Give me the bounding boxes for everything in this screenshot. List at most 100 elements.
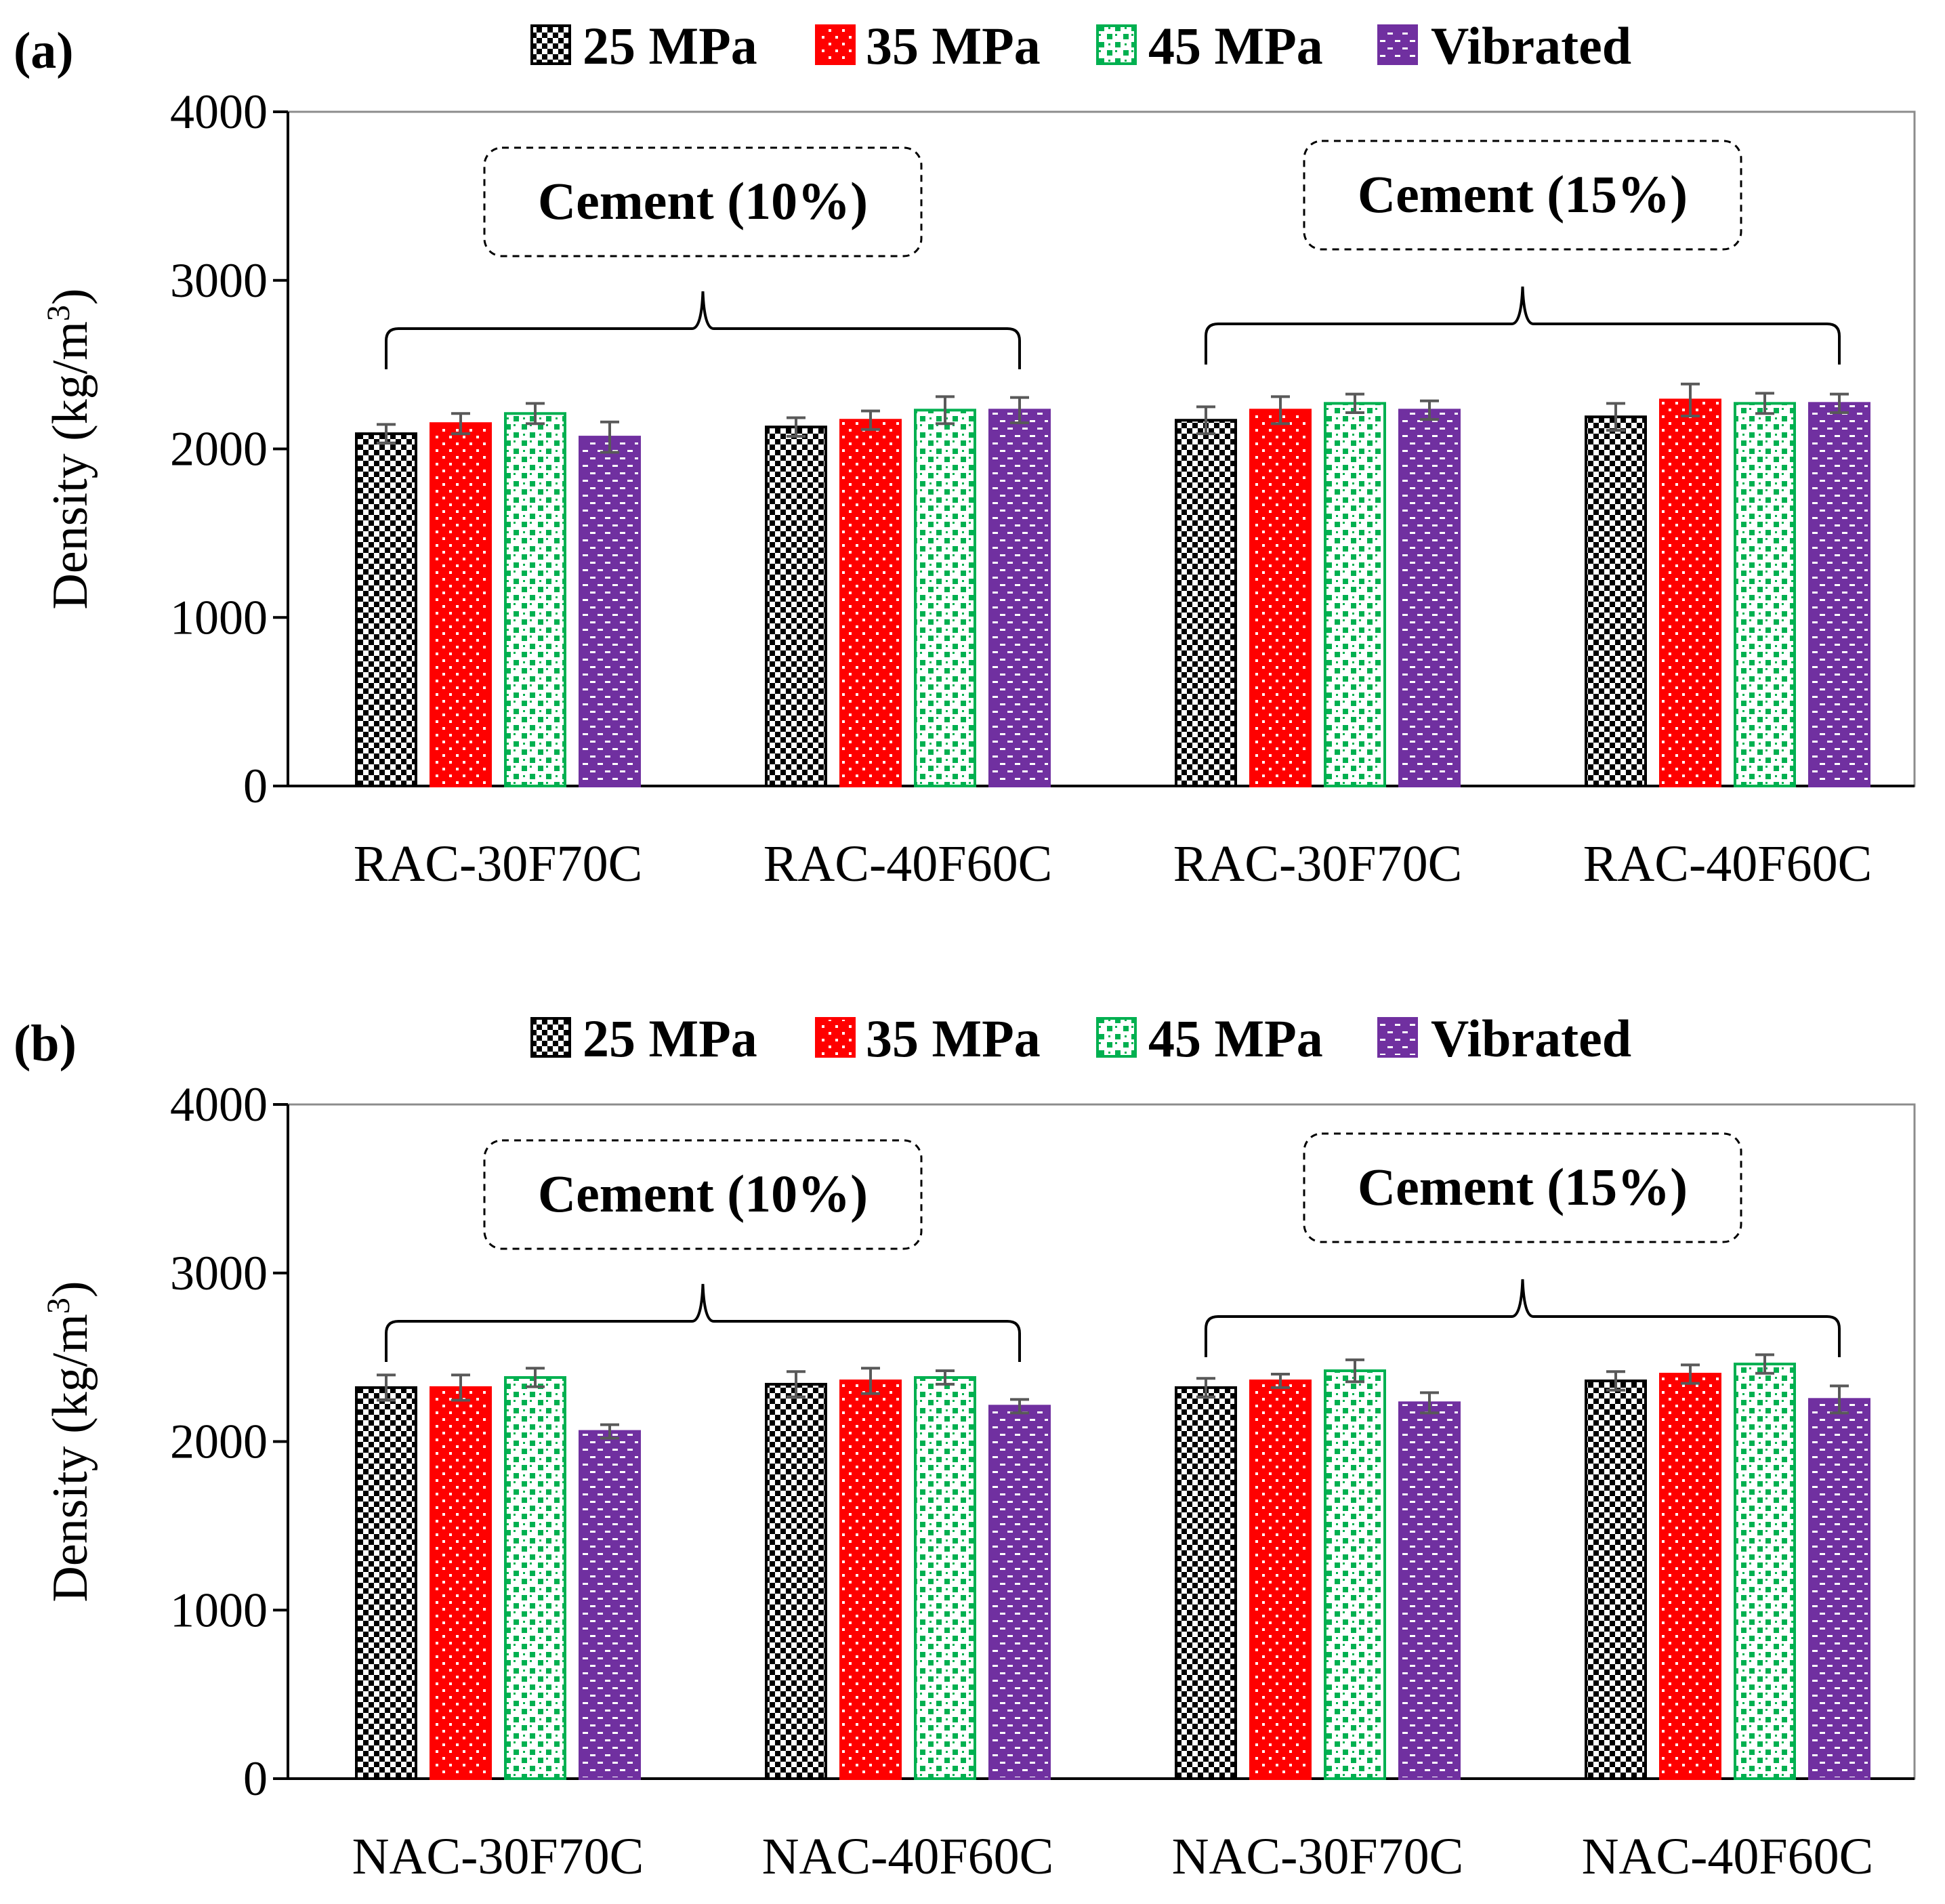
legend-swatch-3 — [1377, 24, 1418, 65]
y-axis-label-tail: ) — [43, 1281, 98, 1298]
annotation-brace — [385, 1283, 1021, 1362]
bar — [579, 1430, 641, 1780]
annotation-box — [1303, 1132, 1742, 1243]
bar — [765, 1382, 827, 1781]
legend-swatch-2 — [1096, 1017, 1137, 1058]
bar — [988, 409, 1051, 787]
error-bar — [1830, 392, 1849, 415]
bar — [1175, 1386, 1237, 1780]
bar — [1324, 1369, 1386, 1780]
bar — [839, 1379, 902, 1780]
bar — [914, 1375, 976, 1780]
category-label: RAC-40F60C — [764, 835, 1053, 892]
bar — [1808, 402, 1870, 787]
annotation-brace — [1205, 1279, 1841, 1357]
category-label: RAC-40F60C — [1583, 835, 1873, 892]
annotation-brace — [385, 291, 1021, 369]
bar — [1734, 402, 1796, 787]
legend-swatch-1 — [815, 24, 856, 65]
y-axis-label-main: Density (kg/m — [43, 1314, 98, 1602]
bar — [839, 419, 902, 787]
error-bar — [1345, 1358, 1364, 1384]
error-bar — [1196, 405, 1215, 436]
y-tick-label: 3000 — [170, 253, 268, 308]
error-bar — [451, 1373, 470, 1402]
error-bar — [1755, 1353, 1774, 1375]
error-bar — [1271, 1373, 1290, 1389]
error-bar — [861, 409, 880, 431]
y-axis-label: Density (kg/m3) — [41, 1281, 99, 1602]
category-label: NAC-40F60C — [1582, 1828, 1874, 1885]
legend-swatch-2 — [1096, 24, 1137, 65]
bar — [1659, 398, 1721, 787]
legend-label: 25 MPa — [583, 16, 757, 75]
annotation-label: Cement (10%) — [538, 171, 868, 230]
error-bar — [600, 420, 619, 454]
legend-label: Vibrated — [1431, 1009, 1631, 1068]
bar — [988, 1405, 1051, 1780]
legend-label: 35 MPa — [866, 1009, 1041, 1068]
error-bar — [787, 416, 806, 438]
error-bar — [1606, 402, 1625, 432]
error-bar — [377, 423, 396, 444]
error-bar — [1606, 1370, 1625, 1392]
legend-label: 25 MPa — [583, 1009, 757, 1068]
annotation-label: Cement (10%) — [538, 1164, 868, 1223]
bar — [579, 436, 641, 787]
bar — [1659, 1373, 1721, 1780]
legend-label: 45 MPa — [1148, 1009, 1323, 1068]
error-bar — [600, 1423, 619, 1440]
y-axis-label-main: Density (kg/m — [43, 321, 98, 609]
y-axis-label-tail: ) — [43, 288, 98, 305]
annotation-label: Cement (15%) — [1358, 165, 1688, 224]
legend-swatch-0 — [530, 24, 571, 65]
panel-a: (a) 25 MPa 35 MPa 45 MPa Vibrated 0 1000 2000 30… — [14, 16, 1916, 892]
error-bar — [1271, 395, 1290, 426]
error-bar — [1010, 396, 1029, 424]
error-bar — [451, 412, 470, 436]
error-bar — [936, 1369, 955, 1386]
annotation-box — [483, 1139, 923, 1250]
y-axis-label-sup: 3 — [41, 1298, 77, 1314]
bar — [914, 409, 976, 787]
bar — [765, 426, 827, 787]
annotation-brace — [1205, 286, 1841, 365]
error-bar — [936, 395, 955, 426]
bar — [1398, 409, 1461, 787]
error-bar — [377, 1373, 396, 1402]
panel-label: (b) — [14, 1015, 77, 1072]
bar — [504, 412, 566, 787]
y-tick-label: 4000 — [170, 85, 268, 139]
legend-label: 45 MPa — [1148, 16, 1323, 75]
bar — [1175, 419, 1237, 787]
bar — [430, 1386, 492, 1780]
bar — [1585, 415, 1647, 787]
panel-b: (b) 25 MPa 35 MPa 45 MPa Vibrated 0 1000 2000 30… — [14, 1009, 1916, 1885]
error-bar — [1420, 399, 1439, 421]
category-label: RAC-30F70C — [1173, 835, 1463, 892]
y-tick-label: 0 — [243, 759, 268, 813]
error-bar — [1755, 392, 1774, 415]
bar — [1734, 1363, 1796, 1780]
error-bar — [1830, 1384, 1849, 1415]
bar — [1398, 1401, 1461, 1781]
bar — [355, 432, 417, 787]
error-bar — [787, 1370, 806, 1399]
bar — [1808, 1398, 1870, 1780]
error-bar — [526, 1367, 545, 1388]
y-axis-label-sup: 3 — [41, 305, 77, 321]
legend-swatch-0 — [530, 1017, 571, 1058]
y-tick-label: 2000 — [170, 1415, 268, 1469]
bar — [430, 422, 492, 787]
error-bar — [1345, 392, 1364, 415]
category-label: RAC-30F70C — [354, 835, 643, 892]
bar — [1249, 409, 1312, 787]
error-bar — [1196, 1377, 1215, 1399]
error-bar — [1681, 1363, 1700, 1385]
category-label: NAC-30F70C — [1172, 1828, 1464, 1885]
panel-label: (a) — [14, 22, 74, 79]
bar — [504, 1375, 566, 1780]
y-tick-label: 0 — [243, 1752, 268, 1806]
error-bar — [1010, 1398, 1029, 1415]
